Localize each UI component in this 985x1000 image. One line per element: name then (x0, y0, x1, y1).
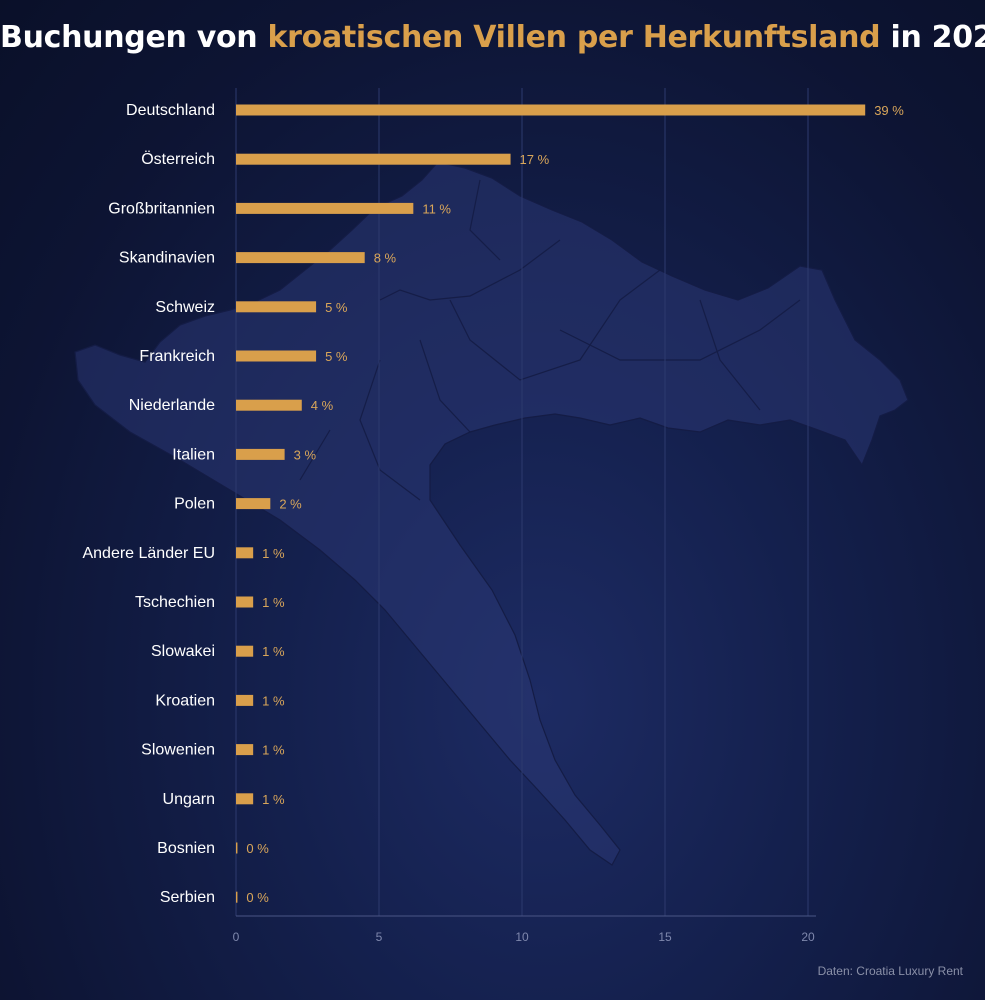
chart-title: Buchungen von kroatischen Villen per Her… (0, 20, 985, 55)
category-label: Italien (172, 446, 215, 463)
category-label: Großbritannien (108, 200, 215, 217)
category-label: Kroatien (155, 692, 215, 709)
source-note: Daten: Croatia Luxury Rent (817, 964, 963, 978)
category-label: Österreich (141, 150, 215, 168)
x-axis: 0 5 10 15 20 (233, 915, 816, 944)
category-labels: Deutschland Österreich Großbritannien Skand… (82, 102, 215, 906)
value-label: 1 % (262, 792, 285, 807)
bar (236, 252, 365, 264)
x-tick-label: 15 (658, 930, 672, 944)
title-part2: in 2021 (890, 20, 985, 55)
value-label: 39 % (874, 103, 904, 118)
title-highlight: kroatischen Villen per Herkunftsland (267, 20, 881, 55)
category-label: Niederlande (129, 397, 215, 414)
bar (236, 498, 271, 510)
value-label: 5 % (325, 349, 348, 364)
category-label: Slowakei (151, 643, 215, 660)
value-label: 1 % (262, 595, 285, 610)
category-label: Skandinavien (119, 250, 215, 267)
title-part1: Buchungen von (0, 20, 268, 55)
category-label: Ungarn (163, 791, 215, 808)
value-label: 1 % (262, 693, 285, 708)
value-label: 0 % (246, 841, 269, 856)
category-label: Tschechien (135, 594, 215, 611)
bar (236, 891, 238, 903)
bar (236, 301, 317, 313)
value-label: 1 % (262, 644, 285, 659)
bar (236, 448, 285, 460)
x-tick-label: 5 (376, 930, 383, 944)
category-label: Serbien (160, 889, 215, 906)
category-label: Bosnien (157, 840, 215, 857)
value-label: 1 % (262, 743, 285, 758)
bar (236, 153, 511, 165)
bar (236, 645, 254, 657)
category-label: Slowenien (141, 742, 215, 759)
value-label: 3 % (294, 447, 317, 462)
value-label: 5 % (325, 300, 348, 315)
value-label: 11 % (422, 201, 451, 216)
bar (236, 104, 866, 116)
value-label: 8 % (374, 251, 397, 266)
bar (236, 842, 238, 854)
value-label: 2 % (279, 497, 302, 512)
grid-lines (235, 88, 809, 916)
bar (236, 596, 254, 608)
value-label: 4 % (311, 398, 334, 413)
bar (236, 744, 254, 756)
bar (236, 547, 254, 559)
category-label: Frankreich (139, 348, 215, 365)
x-tick-label: 20 (801, 930, 815, 944)
bar (236, 399, 302, 411)
x-tick-label: 0 (233, 930, 240, 944)
category-label: Schweiz (155, 299, 215, 316)
bar (236, 694, 254, 706)
bar (236, 793, 254, 805)
x-tick-label: 10 (515, 930, 529, 944)
bars: 39 % 17 % 11 % 8 % 5 % 5 % 4 % 3 % 2 % 1 % 1 % 1 % 1… (236, 103, 904, 905)
bar (236, 202, 414, 214)
value-label: 1 % (262, 546, 285, 561)
category-label: Andere Länder EU (82, 545, 215, 562)
bar (236, 350, 317, 362)
category-label: Deutschland (126, 102, 215, 119)
value-label: 0 % (246, 890, 269, 905)
category-label: Polen (174, 496, 215, 513)
value-label: 17 % (520, 152, 550, 167)
